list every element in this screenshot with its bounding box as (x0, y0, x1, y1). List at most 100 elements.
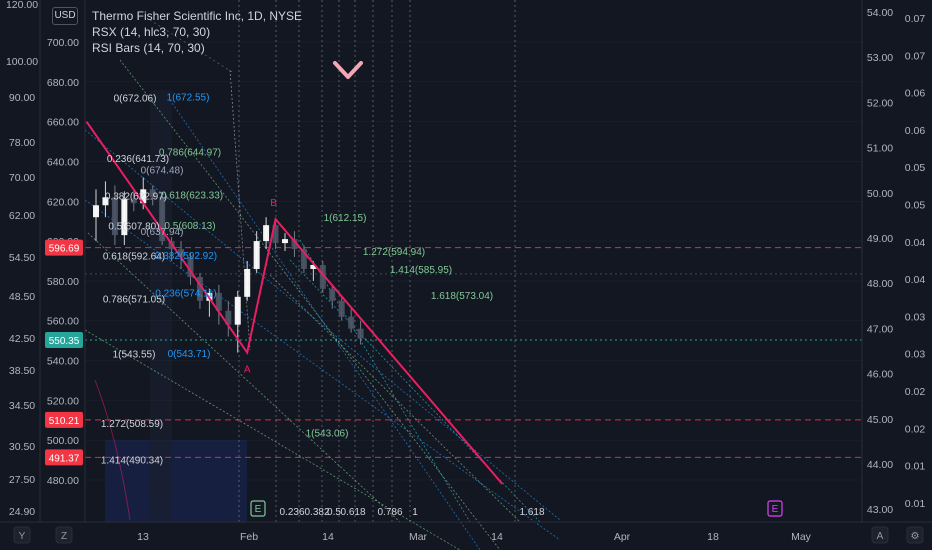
right-axis2-tick: 0.06 (905, 125, 926, 137)
far-left-axis-tick: 34.50 (9, 400, 35, 412)
fib-label: 0.618(592.64) (103, 252, 165, 263)
candle-body (329, 288, 336, 301)
time-axis-tick: May (791, 531, 812, 543)
fib-label-blue: 0.382(592.92) (155, 251, 217, 262)
fib-label-blue: 0.236(574.11) (155, 289, 217, 300)
right-axis2-tick: 0.04 (905, 274, 926, 286)
candle-body (93, 205, 99, 218)
axis-button (55, 526, 73, 544)
legend-rsi-bars[interactable]: RSI Bars (14, 70, 30) (92, 41, 205, 55)
right-axis-tick: 48.00 (867, 278, 893, 290)
right-axis-tick: 45.00 (867, 414, 893, 426)
right-axis2-tick: 0.05 (905, 200, 926, 212)
axis-button (871, 526, 889, 544)
far-left-axis-tick: 38.50 (9, 365, 35, 377)
candle-body (282, 239, 288, 244)
candle-body (149, 189, 156, 198)
candle-body (225, 310, 232, 325)
legend-rsx[interactable]: RSX (14, hlc3, 70, 30) (92, 25, 211, 39)
price-badge-text: 550.35 (49, 336, 80, 347)
pattern-label-b: B (270, 198, 277, 209)
axis-button-label[interactable]: Z (61, 531, 67, 542)
right-axis-tick: 47.00 (867, 323, 893, 335)
candle-body (187, 257, 194, 277)
candle-body (263, 225, 270, 242)
axis-button-label[interactable]: ⚙ (911, 531, 920, 542)
far-left-axis-tick: 30.50 (9, 441, 35, 453)
pattern-line (85, 121, 504, 485)
fib-extension-label: 1.272(594.94) (363, 247, 425, 258)
fib-label: 1(543.55) (113, 349, 156, 360)
right-axis-tick: 53.00 (867, 52, 893, 64)
pattern-label-a: A (244, 365, 251, 376)
fib-label-blue: 0.786(644.97) (159, 148, 221, 159)
fib-channel-line (84, 199, 561, 541)
currency-badge[interactable]: USD (52, 7, 78, 25)
far-left-axis-tick: 24.90 (9, 506, 35, 518)
axis-button-label[interactable]: A (877, 531, 884, 542)
right-axis-tick: 43.00 (867, 504, 893, 516)
volume-profile-shade (105, 440, 247, 522)
price-axis-tick: 540.00 (47, 356, 79, 368)
earnings-marker-label: E (255, 504, 262, 515)
fib-extension-label: 1(612.15) (324, 213, 367, 224)
price-axis-tick: 580.00 (47, 276, 79, 288)
far-left-axis-tick: 78.00 (9, 137, 35, 149)
price-axis-tick: 640.00 (47, 156, 79, 168)
right-axis2-tick: 0.07 (905, 50, 926, 62)
right-axis2-tick: 0.03 (905, 349, 926, 361)
fib-overlap-label: 0(637.94) (141, 227, 184, 238)
right-axis-tick: 49.00 (867, 233, 893, 245)
fib-label-blue: 0(543.71) (168, 349, 211, 360)
fib-channel-line (84, 129, 561, 521)
time-axis-tick: 13 (137, 531, 149, 543)
price-axis-tick: 700.00 (47, 37, 79, 49)
candle-body (338, 300, 345, 317)
price-axis-tick: 620.00 (47, 196, 79, 208)
price-badge (45, 239, 83, 256)
candle-body (357, 328, 364, 339)
candle-body (310, 264, 317, 269)
fib-channel-line (269, 274, 521, 523)
right-axis2-tick: 0.07 (905, 13, 926, 25)
candle-body (215, 292, 222, 311)
candle-body (178, 249, 185, 258)
fib-channel-line (87, 232, 401, 523)
fib-channel-line (229, 69, 251, 351)
fib-label: 1.272(508.59) (101, 419, 163, 430)
right-axis-tick: 54.00 (867, 7, 893, 19)
price-badge-text: 596.69 (49, 244, 80, 255)
fib-extension-label: 1(543.06) (306, 428, 349, 439)
time-axis-tick: Mar (409, 531, 428, 543)
price-badge (45, 449, 83, 466)
axis-button (13, 526, 31, 544)
far-left-axis-tick: 54.50 (9, 252, 35, 264)
fib-label: 0.382(622.97) (105, 191, 167, 202)
fib-overlap-label: 0(674.48) (141, 165, 184, 176)
far-left-axis-tick: 120.00 (6, 0, 38, 11)
far-left-axis-tick: 27.50 (9, 474, 35, 486)
far-left-axis-tick: 62.00 (9, 210, 35, 222)
fib-channel-line (84, 329, 461, 550)
candle-body (111, 197, 118, 236)
right-axis2-tick: 0.06 (905, 88, 926, 100)
candle-body (159, 197, 166, 242)
price-badge-text: 510.21 (49, 416, 80, 427)
far-left-axis-tick: 42.50 (9, 333, 35, 345)
right-axis2-tick: 0.01 (905, 498, 926, 510)
right-axis2-tick: 0.03 (905, 311, 926, 323)
candle-body (244, 268, 251, 297)
legend-symbol[interactable]: Thermo Fisher Scientific Inc, 1D, NYSE (92, 9, 303, 23)
right-axis-tick: 51.00 (867, 143, 893, 155)
highlight-band (150, 90, 172, 520)
time-axis-tick: Feb (240, 531, 258, 543)
far-left-axis-tick: 70.00 (9, 172, 35, 184)
fib-label: 0(672.06) (114, 94, 157, 105)
fib-label: 1.414(490.34) (101, 455, 163, 466)
candle-body (291, 239, 298, 250)
right-axis-tick: 46.00 (867, 369, 893, 381)
right-axis2-tick: 0.05 (905, 162, 926, 174)
right-axis2-tick: 0.02 (905, 386, 926, 398)
axis-button-label[interactable]: Y (19, 531, 26, 542)
